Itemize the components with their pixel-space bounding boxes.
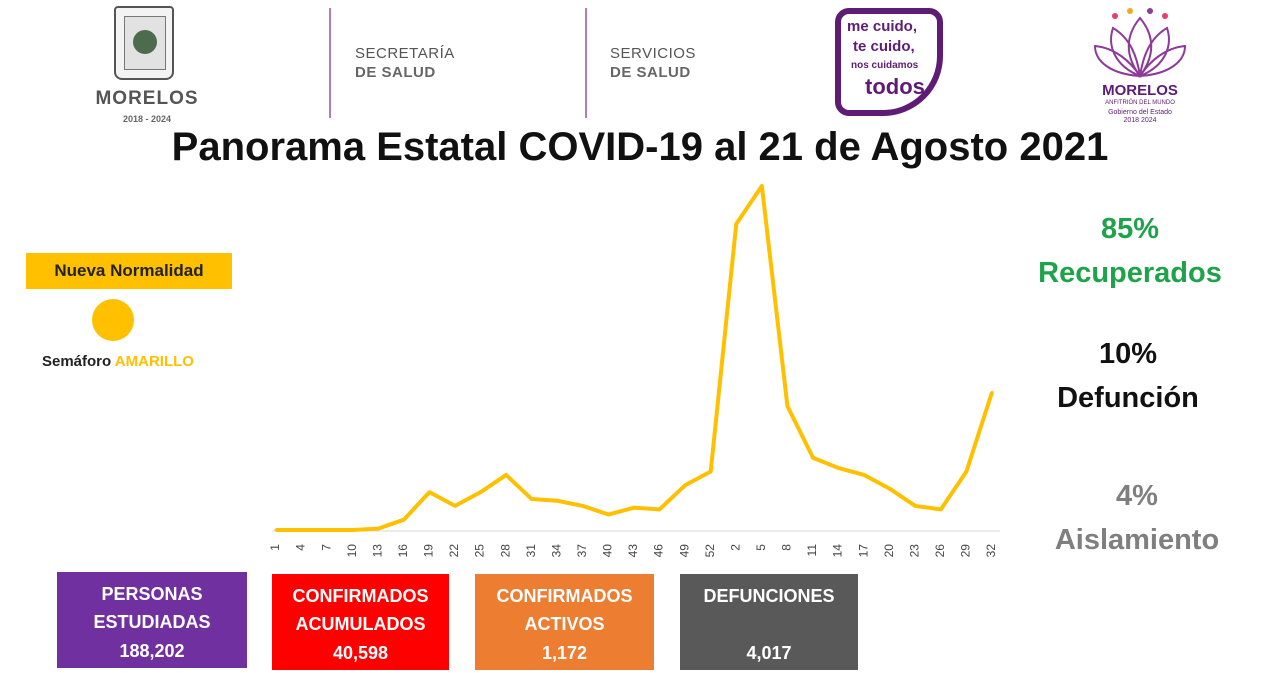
morelos-logo-years: 2018 - 2024 (122, 114, 172, 124)
x-tick-label: 4 (294, 544, 308, 551)
data-point (453, 504, 457, 508)
data-point (504, 473, 508, 477)
data-point (530, 497, 534, 501)
x-tick-label: 25 (473, 544, 487, 558)
stat-recuperados: 85% Recuperados (1010, 207, 1250, 295)
x-tick-label: 20 (882, 544, 896, 558)
data-point (939, 507, 943, 511)
x-tick-label: 52 (703, 544, 717, 558)
defuncion-pct: 10% (1098, 338, 1158, 370)
semaforo-label: Nueva Normalidad (26, 253, 232, 289)
campaign-logo: me cuido, te cuido, nos cuidamos todos (835, 8, 945, 120)
x-tick-label: 10 (345, 544, 359, 558)
series-line (276, 184, 994, 532)
x-tick-label: 2 (728, 544, 742, 551)
x-tick-label: 7 (319, 544, 333, 551)
x-tick-label: 34 (549, 544, 563, 558)
aislamiento-pct: 4% (1116, 480, 1158, 512)
data-point (479, 490, 483, 494)
data-point (760, 184, 764, 188)
data-point (351, 528, 355, 532)
semaforo-light-icon (92, 299, 134, 341)
x-tick-label: 19 (422, 544, 436, 558)
x-tick-label: 26 (933, 544, 947, 558)
header-divider (585, 8, 587, 118)
morelos-logo: MORELOS 2018 - 2024 (92, 6, 202, 126)
data-point (709, 470, 713, 474)
aislamiento-label: Aislamiento (1054, 524, 1220, 556)
lotus-icon (1093, 8, 1187, 78)
secretaria-salud-label: SECRETARÍA DE SALUD (355, 45, 455, 81)
data-point (913, 504, 917, 508)
box-value: 4,017 (746, 643, 792, 663)
x-tick-label: 29 (959, 544, 973, 558)
box-value: 188,202 (119, 641, 185, 661)
x-tick-label: 17 (856, 544, 870, 558)
data-point (811, 456, 815, 460)
covid-line-chart: 1 4 7 10 13 16 19 22 25 28 31 34 37 40 43 46 49 52 2 5 8 11 14… (268, 184, 1000, 558)
data-point (658, 507, 662, 511)
data-point (888, 487, 892, 491)
x-tick-label: 23 (907, 544, 921, 558)
x-tick-label: 1 (268, 544, 282, 551)
box-confirmados-activos: CONFIRMADOS ACTIVOS 1,172 (475, 574, 654, 670)
data-point (964, 470, 968, 474)
servicios-salud-label: SERVICIOS DE SALUD (610, 45, 696, 81)
box-title: CONFIRMADOS ACTIVOS (496, 586, 633, 634)
gobierno-logo: MORELOS ANFITRIÓN DEL MUNDO Gobierno del… (1085, 6, 1195, 126)
data-point (785, 404, 789, 408)
x-tick-label: 46 (652, 544, 666, 558)
x-tick-label: 40 (601, 544, 615, 558)
x-tick-label: 11 (805, 544, 819, 557)
recuperados-label: Recuperados (1038, 257, 1222, 289)
box-title: CONFIRMADOS ACUMULADOS (292, 586, 429, 634)
box-value: 1,172 (541, 643, 588, 663)
x-tick-label: 16 (396, 544, 410, 558)
data-point (837, 466, 841, 470)
data-point (402, 518, 406, 522)
data-point (274, 528, 278, 532)
data-point (683, 483, 687, 487)
data-point (734, 222, 738, 226)
morelos-shield-icon (114, 6, 174, 80)
data-point (376, 527, 380, 531)
x-tick-label: 5 (754, 544, 768, 551)
data-point (555, 499, 559, 503)
x-tick-label: 14 (831, 544, 845, 558)
morelos-logo-name: MORELOS (95, 88, 199, 109)
data-point (325, 528, 329, 532)
x-tick-label: 31 (524, 544, 538, 558)
page-title: Panorama Estatal COVID-19 al 21 de Agost… (171, 125, 1109, 169)
recuperados-pct: 85% (1100, 213, 1160, 245)
data-point (990, 390, 994, 394)
data-point (632, 506, 636, 510)
data-point (581, 504, 585, 508)
x-tick-label: 13 (370, 544, 384, 558)
data-point (862, 473, 866, 477)
semaforo-text: Semáforo AMARILLO (42, 353, 194, 370)
stat-aislamiento: 4% Aislamiento (1017, 474, 1257, 562)
data-point (300, 528, 304, 532)
box-title: PERSONAS ESTUDIADAS (93, 584, 211, 632)
x-tick-label: 37 (575, 544, 589, 558)
data-point (427, 490, 431, 494)
header-divider (329, 8, 331, 118)
box-defunciones: DEFUNCIONES 4,017 (680, 574, 858, 670)
x-tick-label: 49 (677, 544, 691, 558)
data-point (606, 513, 610, 517)
box-personas-estudiadas: PERSONAS ESTUDIADAS 188,202 (57, 572, 247, 668)
x-tick-label: 43 (626, 544, 640, 558)
box-confirmados-acumulados: CONFIRMADOS ACUMULADOS 40,598 (272, 574, 449, 670)
defuncion-label: Defunción (1057, 382, 1199, 414)
box-title: DEFUNCIONES (703, 586, 835, 606)
x-tick-label: 22 (447, 544, 461, 558)
box-value: 40,598 (332, 643, 389, 663)
x-tick-label: 28 (498, 544, 512, 558)
stat-defuncion: 10% Defunción (1008, 332, 1248, 420)
x-tick-label: 8 (780, 544, 794, 551)
x-tick-label: 32 (984, 544, 998, 558)
